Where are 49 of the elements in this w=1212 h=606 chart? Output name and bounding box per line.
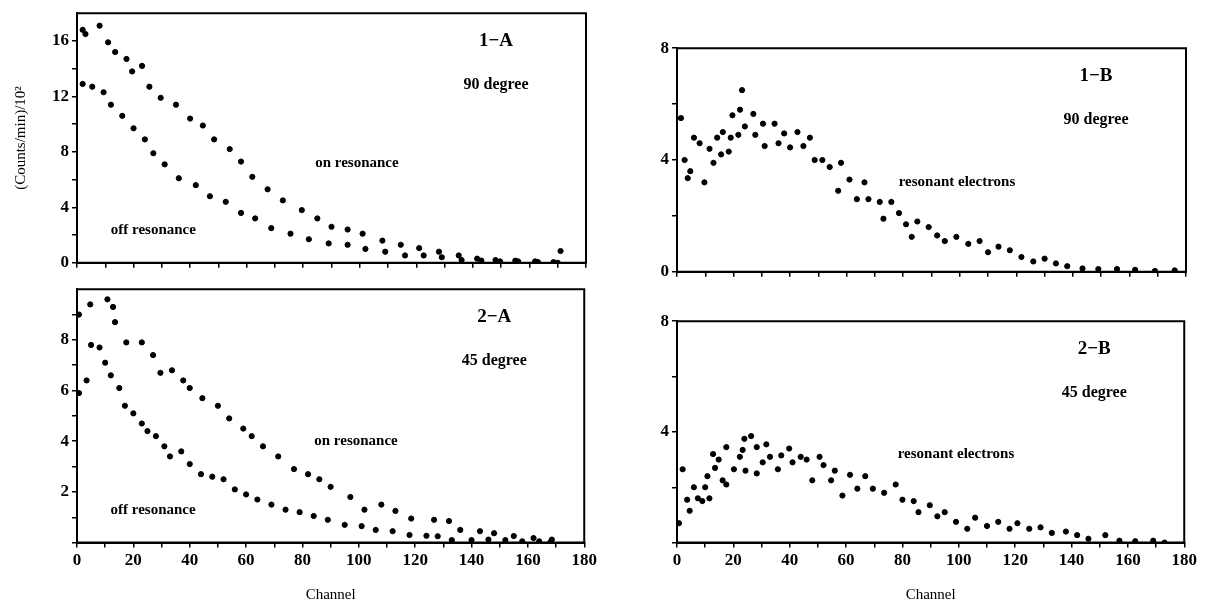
x-tick-label: 140 (1058, 550, 1085, 570)
y-tick-label: 6 (60, 379, 69, 399)
y-axis-title: (Counts/min)/10² (11, 85, 29, 190)
x-tick-label: 20 (124, 550, 142, 570)
annotation: on resonance (314, 432, 399, 449)
annotation: resonant electrons (897, 444, 1015, 461)
y-tick-label: 8 (660, 37, 669, 57)
x-tick-label: 20 (724, 550, 742, 570)
y-tick-label: 4 (60, 430, 70, 450)
y-tick-label: 16 (52, 30, 69, 50)
text: 1−B (1079, 64, 1113, 86)
x-tick-label: 180 (571, 550, 597, 570)
annotation: off resonance (110, 221, 197, 238)
y-tick-label: 4 (660, 149, 670, 169)
x-tick-label: 180 (1171, 550, 1197, 570)
text: 45 degree (1061, 383, 1127, 402)
y-tick-label: 2 (60, 481, 69, 501)
text: 90 degree (1063, 110, 1129, 129)
y-tick-label: 8 (60, 329, 69, 349)
y-tick-label: 12 (52, 85, 69, 105)
x-tick-label: 100 (946, 550, 972, 570)
x-tick-label: 80 (293, 550, 311, 570)
y-tick-label: 8 (60, 141, 69, 161)
x-axis-title: Channel (305, 585, 356, 602)
x-tick-label: 40 (181, 550, 199, 570)
x-tick-label: 120 (1002, 550, 1028, 570)
y-tick-label: 0 (60, 252, 69, 272)
x-tick-label: 140 (458, 550, 485, 570)
text: 2−B (1077, 337, 1112, 359)
y-tick-label: 4 (60, 196, 70, 216)
text: 1−A (478, 29, 514, 51)
annotation: off resonance (110, 500, 196, 517)
x-tick-label: 100 (346, 550, 372, 570)
text: 45 degree (461, 351, 527, 370)
annotation: on resonance (315, 153, 400, 170)
y-tick-label: 0 (660, 261, 669, 281)
y-tick-label: 8 (660, 310, 669, 330)
x-tick-label: 80 (893, 550, 911, 570)
text: 90 degree (463, 75, 529, 94)
annotation: resonant electrons (898, 173, 1016, 190)
x-tick-label: 160 (515, 550, 541, 570)
y-tick-label: 4 (660, 421, 670, 441)
x-tick-label: 120 (402, 550, 428, 570)
x-tick-label: 40 (781, 550, 799, 570)
x-tick-label: 60 (837, 550, 855, 570)
x-tick-label: 160 (1115, 550, 1141, 570)
text: 2−A (477, 305, 512, 327)
x-axis-title: Channel (905, 585, 956, 602)
x-tick-label: 60 (237, 550, 255, 570)
